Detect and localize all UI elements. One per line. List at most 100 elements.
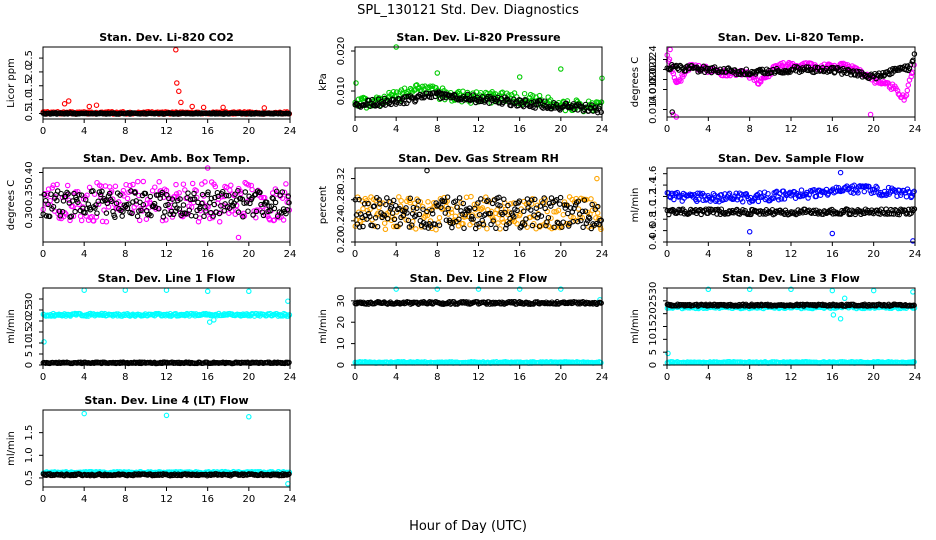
data-point	[271, 205, 278, 212]
y-axis-label: kPa	[318, 73, 329, 91]
x-tick-label: 24	[284, 494, 297, 505]
data-point	[436, 214, 443, 221]
y-tick-label: 15	[24, 326, 35, 339]
data-point	[410, 204, 417, 211]
data-point	[208, 195, 215, 202]
data-point	[360, 206, 366, 212]
x-tick-label: 12	[160, 372, 173, 383]
data-point	[43, 213, 50, 219]
data-point-outlier	[829, 230, 836, 237]
data-point	[553, 101, 560, 108]
x-tick-label: 20	[867, 372, 880, 383]
y-axis-label: percent	[318, 186, 329, 224]
panel-title: Stan. Dev. Li-820 Temp.	[718, 31, 864, 44]
data-point	[403, 205, 409, 211]
y-tick-label: 20	[648, 307, 659, 320]
data-point	[712, 198, 719, 205]
data-point	[243, 200, 250, 206]
data-point	[541, 195, 547, 201]
data-point	[94, 210, 100, 216]
data-point	[812, 210, 818, 217]
data-point-outlier	[200, 104, 207, 111]
data-point	[174, 205, 180, 211]
y-tick-label: 0.024	[648, 45, 659, 74]
x-tick-label: 4	[393, 124, 399, 135]
data-point	[286, 110, 292, 117]
data-point	[120, 208, 126, 215]
figure-title: SPL_130121 Std. Dev. Diagnostics	[357, 3, 579, 18]
series-red	[40, 47, 293, 117]
data-point	[528, 207, 534, 213]
data-point	[185, 190, 191, 196]
x-tick-label: 8	[122, 494, 128, 505]
x-tick-label: 0	[664, 249, 670, 260]
data-point-outlier	[516, 74, 523, 80]
data-point	[140, 201, 147, 208]
data-point	[580, 224, 586, 231]
data-point	[376, 204, 382, 211]
data-point	[450, 220, 456, 226]
y-tick-label: 0.014	[648, 95, 659, 124]
data-point	[384, 215, 391, 222]
x-tick-label: 16	[201, 494, 214, 505]
data-point	[259, 209, 266, 215]
y-tick-label: 1.0	[24, 447, 35, 463]
data-point	[787, 60, 793, 67]
data-point	[678, 78, 684, 84]
data-point	[555, 207, 562, 214]
data-point	[183, 211, 189, 217]
x-tick-label: 4	[705, 249, 711, 260]
data-point	[413, 212, 419, 218]
x-tick-label: 12	[160, 249, 173, 260]
data-point	[160, 214, 167, 220]
data-point	[758, 79, 764, 85]
data-point	[712, 192, 718, 199]
plot-frame	[666, 287, 916, 366]
data-point	[424, 90, 430, 96]
data-point	[571, 106, 577, 113]
data-point	[466, 205, 473, 211]
data-point	[793, 211, 799, 218]
data-point	[560, 211, 567, 218]
series-black	[352, 298, 604, 308]
data-point	[135, 178, 141, 185]
data-point	[790, 66, 797, 73]
data-point	[847, 69, 853, 75]
y-axis-label: ml/min	[630, 188, 641, 223]
data-point	[169, 196, 176, 202]
x-tick-label: 20	[867, 124, 880, 135]
data-point	[177, 196, 183, 202]
x-tick-label: 24	[909, 124, 922, 135]
x-tick-label: 4	[705, 372, 711, 383]
x-tick-label: 20	[554, 249, 567, 260]
data-point	[365, 210, 372, 217]
data-point	[173, 181, 179, 188]
data-point	[82, 210, 88, 216]
series-black	[664, 206, 918, 218]
data-point	[191, 196, 198, 202]
data-point	[136, 217, 143, 224]
data-point	[590, 108, 596, 114]
data-point-outlier	[841, 295, 848, 302]
data-point	[384, 195, 390, 201]
data-point	[665, 190, 672, 196]
data-point	[54, 197, 60, 204]
data-point	[869, 186, 876, 193]
data-point	[904, 87, 911, 94]
data-point	[565, 223, 572, 229]
x-tick-label: 0	[664, 124, 670, 135]
data-point-outlier	[93, 102, 100, 108]
data-point	[398, 197, 404, 204]
data-point	[451, 91, 457, 98]
data-point	[479, 217, 485, 224]
y-tick-label: 20	[24, 315, 35, 328]
data-point	[230, 203, 237, 209]
data-point	[383, 201, 389, 208]
data-point-outlier	[837, 316, 844, 322]
data-point	[65, 191, 71, 197]
data-point	[448, 206, 454, 213]
x-tick-label: 20	[242, 249, 255, 260]
